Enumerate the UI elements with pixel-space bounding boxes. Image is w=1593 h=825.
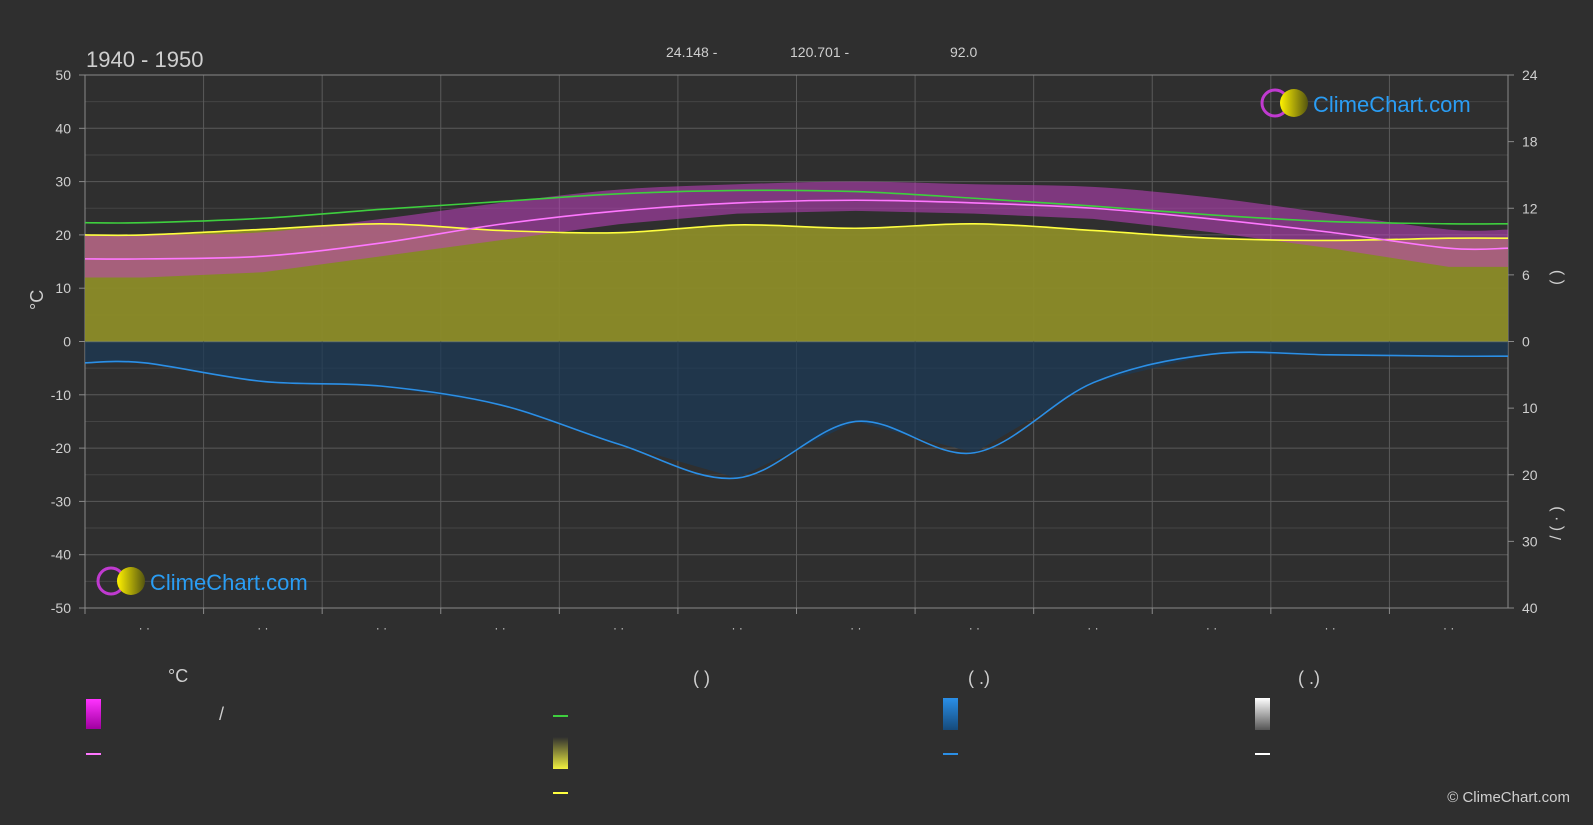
legend-title-temperature: °C xyxy=(168,666,188,686)
logo-text-top: ClimeChart.com xyxy=(1313,92,1471,117)
left-tick-label: -40 xyxy=(51,547,71,563)
sunshine-area xyxy=(85,223,1508,342)
legend-swatch-temp-range xyxy=(86,699,101,729)
data-bands xyxy=(85,181,1508,479)
temperature-mean-line xyxy=(84,199,1509,260)
month-tick-label: · · xyxy=(732,621,743,635)
legend-swatch-precipitation xyxy=(943,698,958,730)
left-tick-label: 0 xyxy=(63,334,71,350)
legend: °C ( ) ( .) ( .) / xyxy=(86,666,1320,794)
right-top-tick-label: 12 xyxy=(1522,200,1538,216)
month-tick-label: · · xyxy=(1087,621,1098,635)
right-top-tick-label: 24 xyxy=(1522,67,1538,83)
month-tick-label: · · xyxy=(376,621,387,635)
legend-swatch-sunshine xyxy=(553,737,568,769)
axis-ticks: 50 40 30 20 10 0 -10 -20 -30 -40 -50 24 18 12 6 0 10 20 30… xyxy=(51,67,1538,635)
logo-sun-icon xyxy=(117,567,145,595)
legend-title-precipitation: ( .) xyxy=(968,668,990,688)
logo-text-bottom: ClimeChart.com xyxy=(150,570,308,595)
left-tick-label: -20 xyxy=(51,440,71,456)
legend-title-daylight: ( ) xyxy=(693,668,710,688)
right-top-axis-label: ( ) xyxy=(1548,270,1565,285)
logo-bottom: ClimeChart.com xyxy=(96,566,308,596)
logo-sun-icon xyxy=(1280,89,1308,117)
sunshine-mean-line xyxy=(84,222,1509,242)
left-tick-label: 50 xyxy=(55,67,71,83)
month-tick-label: · · xyxy=(494,621,505,635)
left-tick-label: 30 xyxy=(55,174,71,190)
left-tick-label: -10 xyxy=(51,387,71,403)
right-top-tick-label: 6 xyxy=(1522,267,1530,283)
right-top-tick-label: 0 xyxy=(1522,334,1530,350)
right-bottom-tick-label: 10 xyxy=(1522,400,1538,416)
month-tick-label: · · xyxy=(1206,621,1217,635)
left-tick-label: 40 xyxy=(55,120,71,136)
left-axis-label: °C xyxy=(27,290,47,310)
month-tick-label: · · xyxy=(613,621,624,635)
month-tick-label: · · xyxy=(850,621,861,635)
precipitation-area xyxy=(85,341,1508,479)
temperature-range-band xyxy=(85,181,1508,278)
month-tick-label: · · xyxy=(969,621,980,635)
longitude-text: 120.701 - xyxy=(790,44,849,60)
daylight-line xyxy=(84,189,1509,225)
month-tick-label: · · xyxy=(1324,621,1335,635)
right-bottom-tick-label: 30 xyxy=(1522,533,1538,549)
elevation-text: 92.0 xyxy=(950,44,977,60)
logo-top: ClimeChart.com xyxy=(1260,88,1471,118)
month-tick-label: · · xyxy=(139,621,150,635)
left-tick-label: -50 xyxy=(51,600,71,616)
right-top-tick-label: 18 xyxy=(1522,134,1538,150)
data-lines xyxy=(84,189,1509,480)
chart-title: 1940 - 1950 xyxy=(86,47,203,72)
legend-swatch-snow xyxy=(1255,698,1270,730)
right-bottom-tick-label: 40 xyxy=(1522,600,1538,616)
legend-title-snow: ( .) xyxy=(1298,668,1320,688)
month-tick-label: · · xyxy=(257,621,268,635)
legend-label-temp-range: / xyxy=(219,704,224,724)
month-tick-label: · · xyxy=(1443,621,1454,635)
precipitation-mean-line xyxy=(84,351,1509,480)
right-bottom-axis-label: / ( · ) xyxy=(1548,506,1565,540)
left-tick-label: 10 xyxy=(55,280,71,296)
right-bottom-tick-label: 20 xyxy=(1522,467,1538,483)
left-tick-label: -30 xyxy=(51,493,71,509)
left-tick-label: 20 xyxy=(55,227,71,243)
copyright: © ClimeChart.com xyxy=(1447,789,1570,806)
latitude-text: 24.148 - xyxy=(666,44,718,60)
